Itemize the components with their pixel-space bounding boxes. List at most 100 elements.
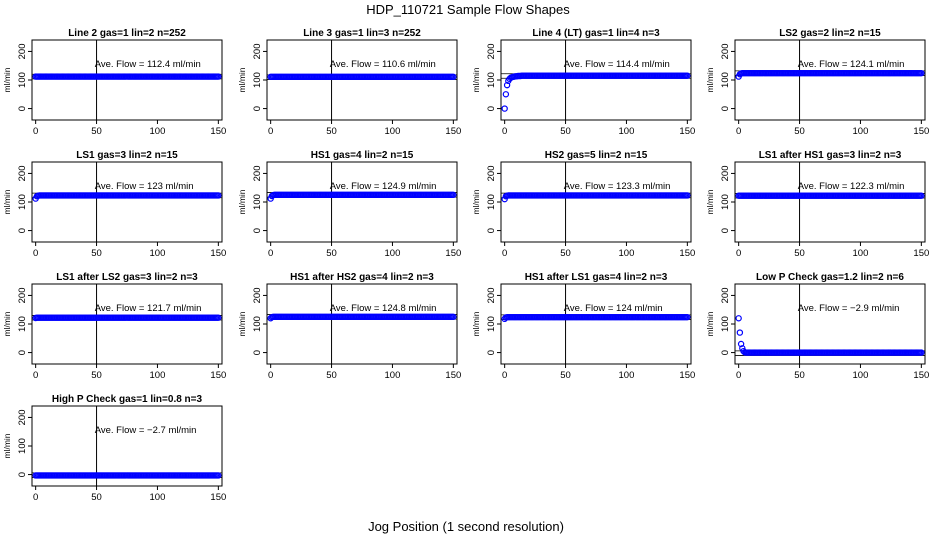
- x-tick-label: 0: [33, 370, 38, 381]
- x-tick-label: 150: [445, 370, 461, 381]
- y-tick-label: 200: [486, 165, 497, 181]
- y-tick-label: 200: [252, 43, 263, 59]
- x-tick-label: 0: [736, 126, 741, 137]
- y-tick-label: 0: [17, 106, 28, 111]
- y-tick-label: 0: [17, 472, 28, 477]
- y-tick-label: 100: [17, 194, 28, 210]
- y-axis-label: ml/min: [2, 433, 12, 458]
- panel-title: HS1 after HS2 gas=4 lin=2 n=3: [290, 272, 434, 283]
- panel-title: LS1 gas=3 lin=2 n=15: [76, 150, 178, 161]
- y-tick-label: 100: [252, 194, 263, 210]
- x-tick-label: 100: [150, 126, 166, 137]
- x-tick-label: 50: [91, 370, 102, 381]
- y-tick-label: 100: [720, 316, 731, 332]
- x-axis-label: Jog Position (1 second resolution): [368, 519, 564, 534]
- data-series: [501, 72, 691, 112]
- ave-flow-annotation: Ave. Flow = 114.4 ml/min: [564, 59, 670, 70]
- x-tick-label: 150: [210, 492, 226, 503]
- ave-flow-annotation: Ave. Flow = 124.9 ml/min: [330, 181, 437, 192]
- x-tick-label: 150: [913, 248, 929, 259]
- panel-5: LS1 gas=3 lin=2 n=15 0 50 100 150 0 100 200 ml/m…: [2, 150, 226, 259]
- x-tick-label: 50: [560, 370, 571, 381]
- y-tick-label: 100: [17, 438, 28, 454]
- data-series: [32, 192, 222, 202]
- data-point: [918, 69, 925, 77]
- y-tick-label: 200: [252, 287, 263, 303]
- x-tick-label: 0: [33, 492, 38, 503]
- data-series: [267, 191, 457, 202]
- y-tick-label: 200: [720, 43, 731, 59]
- data-point: [501, 105, 508, 112]
- panel-title: High P Check gas=1 lin=0.8 n=3: [52, 394, 203, 405]
- ave-flow-annotation: Ave. Flow = 124 ml/min: [564, 303, 663, 314]
- panel-title: Line 3 gas=1 lin=3 n=252: [303, 28, 421, 39]
- y-axis-label: ml/min: [2, 67, 12, 92]
- data-point: [502, 91, 510, 98]
- x-tick-label: 100: [619, 126, 635, 137]
- figure-title: HDP_110721 Sample Flow Shapes: [366, 2, 570, 17]
- x-tick-label: 0: [268, 248, 273, 259]
- ave-flow-annotation: Ave. Flow = −2.9 ml/min: [798, 303, 900, 314]
- x-tick-label: 50: [326, 370, 337, 381]
- x-tick-label: 50: [91, 126, 102, 137]
- panel-title: HS1 after LS1 gas=4 lin=2 n=3: [525, 272, 668, 283]
- y-tick-label: 0: [720, 228, 731, 233]
- ave-flow-annotation: Ave. Flow = 112.4 ml/min: [95, 59, 201, 70]
- x-tick-label: 150: [913, 126, 929, 137]
- y-tick-label: 200: [720, 165, 731, 181]
- data-point: [737, 340, 745, 348]
- data-series: [735, 315, 925, 356]
- y-tick-label: 100: [252, 316, 263, 332]
- panel-title: Line 4 (LT) gas=1 lin=4 n=3: [532, 28, 660, 39]
- data-series: [32, 314, 222, 322]
- x-tick-label: 0: [268, 126, 273, 137]
- x-tick-label: 0: [33, 248, 38, 259]
- x-tick-label: 100: [150, 492, 166, 503]
- y-tick-label: 0: [252, 106, 263, 111]
- panel-2: Line 3 gas=1 lin=3 n=252 0 50 100 150 0 100 200…: [237, 28, 461, 137]
- y-axis-label: ml/min: [705, 67, 715, 92]
- ave-flow-annotation: Ave. Flow = 124.8 ml/min: [330, 303, 437, 314]
- y-tick-label: 100: [486, 72, 497, 88]
- x-tick-label: 0: [268, 370, 273, 381]
- ave-flow-annotation: Ave. Flow = 122.3 ml/min: [798, 181, 905, 192]
- x-tick-label: 50: [794, 126, 805, 137]
- x-tick-label: 0: [502, 126, 507, 137]
- panel-title: HS1 gas=4 lin=2 n=15: [311, 150, 414, 161]
- y-tick-label: 0: [17, 228, 28, 233]
- data-point: [918, 192, 925, 199]
- y-axis-label: ml/min: [237, 67, 247, 92]
- x-tick-label: 150: [445, 248, 461, 259]
- y-axis-label: ml/min: [2, 189, 12, 214]
- data-series: [501, 192, 691, 203]
- data-series: [267, 73, 457, 81]
- x-tick-label: 100: [150, 248, 166, 259]
- y-tick-label: 100: [486, 316, 497, 332]
- ave-flow-annotation: Ave. Flow = 123.3 ml/min: [564, 181, 671, 192]
- y-tick-label: 200: [720, 287, 731, 303]
- x-tick-label: 100: [150, 370, 166, 381]
- y-tick-label: 200: [17, 165, 28, 181]
- data-point: [215, 192, 222, 199]
- x-tick-label: 0: [33, 126, 38, 137]
- panel-12: Low P Check gas=1.2 lin=2 n=6 0 50 100 150 0 1…: [705, 272, 929, 381]
- y-tick-label: 100: [17, 316, 28, 332]
- y-tick-label: 0: [486, 228, 497, 233]
- data-point: [215, 472, 222, 479]
- data-point: [918, 349, 925, 356]
- panel-title: Low P Check gas=1.2 lin=2 n=6: [756, 272, 904, 283]
- panel-frame: [31, 161, 223, 243]
- x-tick-label: 50: [560, 126, 571, 137]
- data-point: [684, 192, 691, 199]
- panel-frame: [500, 161, 692, 243]
- x-tick-label: 0: [736, 248, 741, 259]
- panel-8: LS1 after HS1 gas=3 lin=2 n=3 0 50 100 150 0 1…: [705, 150, 929, 259]
- x-tick-label: 100: [385, 126, 401, 137]
- y-tick-label: 200: [252, 165, 263, 181]
- y-tick-label: 100: [720, 194, 731, 210]
- x-tick-label: 150: [210, 126, 226, 137]
- x-tick-label: 150: [679, 126, 695, 137]
- y-tick-label: 100: [17, 72, 28, 88]
- panel-frame: [500, 39, 692, 121]
